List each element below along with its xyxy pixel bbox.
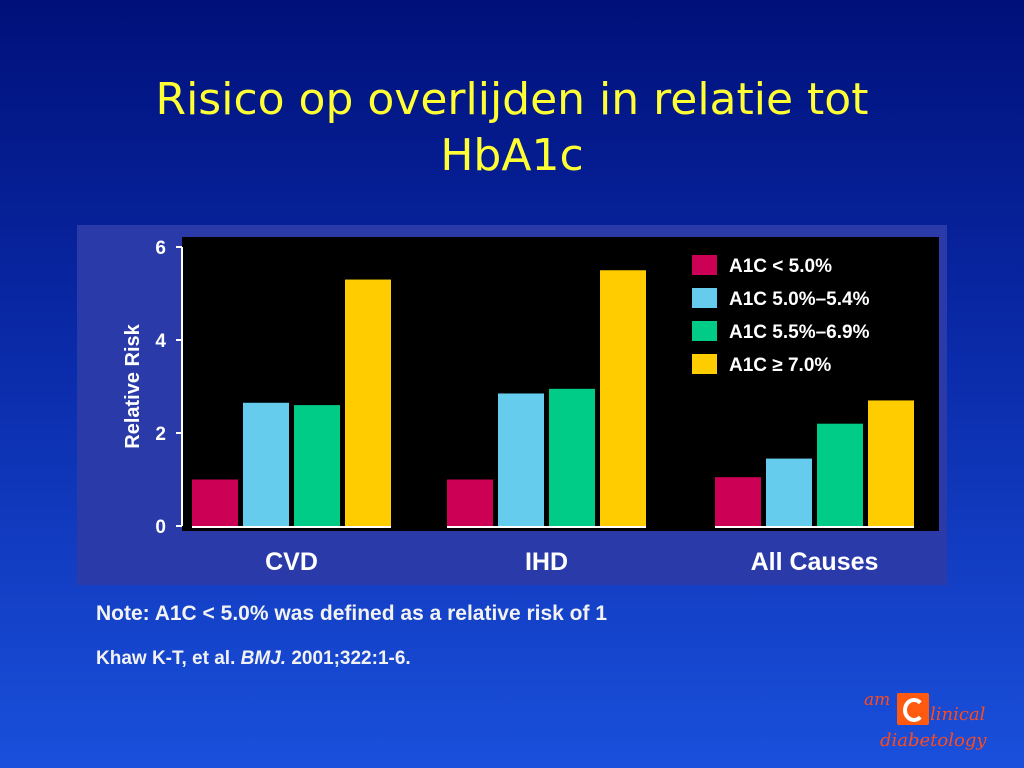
slide-title: Risico op overlijden in relatie tot HbA1… bbox=[0, 72, 1024, 184]
citation-journal: BMJ. bbox=[240, 648, 287, 669]
legend-swatch bbox=[692, 255, 717, 275]
bar bbox=[243, 402, 289, 526]
legend-swatch bbox=[692, 354, 717, 374]
legend-entry: A1C 5.5%–6.9% bbox=[729, 322, 870, 343]
x-category-label: All Causes bbox=[751, 548, 879, 576]
relative-risk-bar-chart: 0 2 4 6 Relative Risk CVD IHD All Causes A1C < 5… bbox=[122, 237, 939, 576]
legend-swatch bbox=[692, 321, 717, 341]
bar bbox=[715, 477, 761, 526]
bar bbox=[345, 279, 391, 526]
bar bbox=[766, 458, 812, 526]
bar bbox=[192, 479, 238, 526]
logo-prefix: am bbox=[864, 690, 891, 710]
y-tick-label: 6 bbox=[155, 238, 166, 259]
bar bbox=[447, 479, 493, 526]
bar bbox=[549, 388, 595, 526]
bar bbox=[600, 270, 646, 526]
y-axis-label: Relative Risk bbox=[122, 323, 144, 448]
bar bbox=[498, 393, 544, 526]
y-tick-label: 4 bbox=[155, 331, 166, 352]
citation-details: 2001;322:1-6. bbox=[286, 648, 411, 669]
x-category-label: CVD bbox=[265, 548, 318, 576]
legend-entry: A1C < 5.0% bbox=[729, 256, 832, 277]
x-category-label: IHD bbox=[525, 548, 568, 576]
chart-panel: 0 2 4 6 Relative Risk CVD IHD All Causes A1C < 5… bbox=[77, 225, 947, 585]
bar bbox=[817, 423, 863, 526]
legend-entry: A1C 5.0%–5.4% bbox=[729, 289, 870, 310]
y-tick-label: 0 bbox=[155, 517, 166, 538]
y-tick-label: 2 bbox=[155, 424, 166, 445]
legend-entry: A1C ≥ 7.0% bbox=[729, 355, 831, 376]
title-line-1: Risico op overlijden in relatie tot bbox=[155, 74, 869, 125]
citation: Khaw K-T, et al. BMJ. 2001;322:1-6. bbox=[96, 648, 411, 670]
title-line-2: HbA1c bbox=[440, 130, 584, 181]
logo-c-icon bbox=[897, 693, 929, 725]
bar bbox=[294, 405, 340, 526]
logo-line-2: diabetology bbox=[880, 730, 987, 751]
logo-suffix: linical bbox=[930, 704, 986, 725]
legend-swatch bbox=[692, 288, 717, 308]
am-clinical-diabetology-logo: am linical diabetology bbox=[862, 688, 1007, 758]
bar bbox=[868, 400, 914, 526]
definition-note: Note: A1C < 5.0% was defined as a relati… bbox=[96, 602, 608, 625]
citation-authors: Khaw K-T, et al. bbox=[96, 648, 241, 669]
